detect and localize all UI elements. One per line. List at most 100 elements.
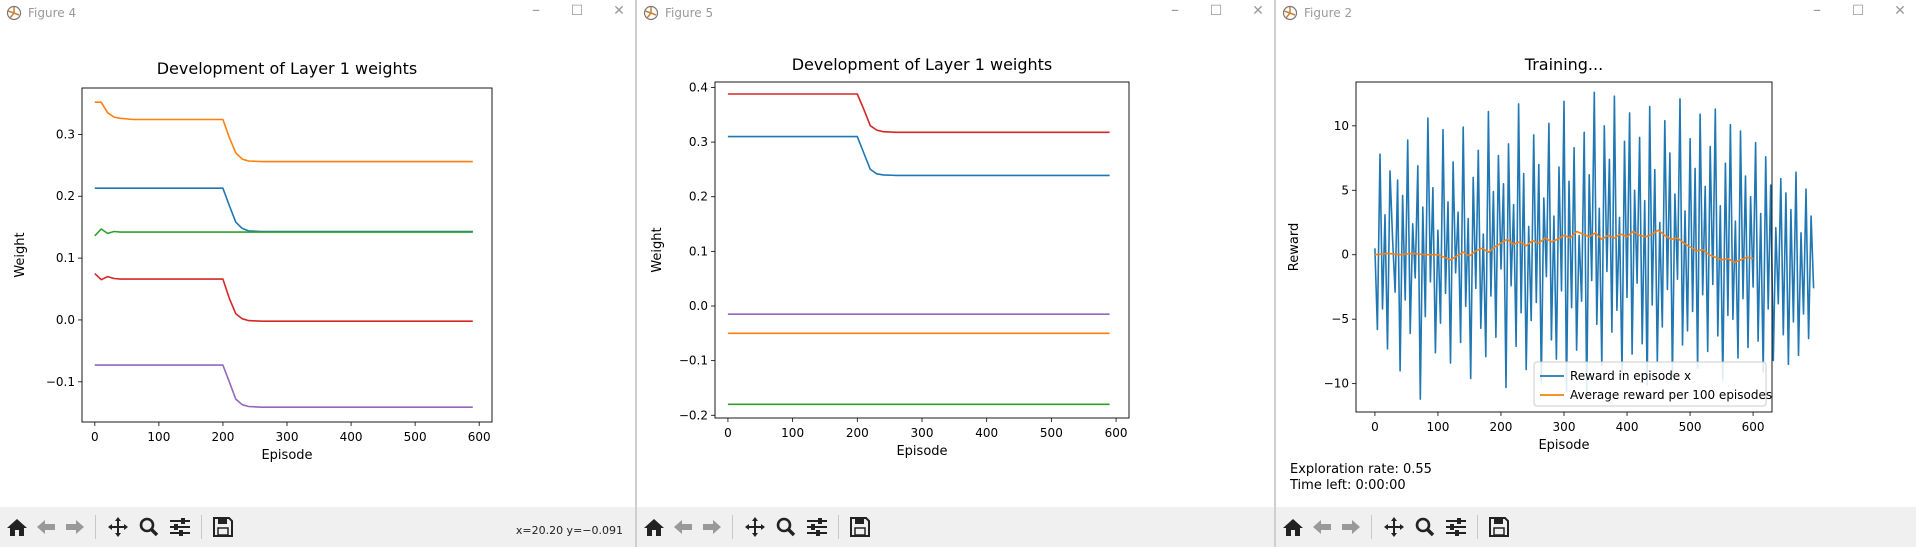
figure-window-1: Figure 4 – ☐ ✕ Development of Layer 1 we…	[0, 0, 635, 547]
y-tick-label: −5	[1331, 312, 1349, 326]
window-titlebar[interactable]: Figure 2 – ☐ ✕	[1276, 0, 1916, 26]
series-line-2	[1374, 229, 1754, 264]
x-tick-label: 0	[724, 426, 732, 440]
home-icon[interactable]	[1280, 515, 1306, 539]
chart-title: Development of Layer 1 weights	[157, 59, 418, 78]
toolbar-separator	[838, 515, 839, 539]
y-tick-label: 0.0	[689, 299, 708, 313]
window-titlebar[interactable]: Figure 4 – ☐ ✕	[0, 0, 635, 26]
maximize-icon[interactable]: ☐	[1209, 3, 1223, 19]
home-icon[interactable]	[641, 515, 667, 539]
figure-toolbar	[637, 507, 1274, 547]
series-line-1	[94, 187, 473, 233]
y-tick-label: 0.0	[56, 313, 75, 327]
toolbar-separator	[201, 515, 202, 539]
y-tick-label: 0.3	[689, 135, 708, 149]
zoom-icon[interactable]	[1412, 515, 1438, 539]
series-line-5	[94, 364, 473, 409]
window-title: Figure 2	[1304, 6, 1353, 20]
minimize-icon[interactable]: –	[1813, 0, 1821, 19]
x-tick-label: 100	[147, 430, 170, 444]
x-tick-label: 300	[911, 426, 934, 440]
figure-4-plot: Development of Layer 1 weights Episode Wei…	[13, 59, 493, 463]
pan-icon[interactable]	[1381, 515, 1407, 539]
y-tick-label: 0	[1341, 248, 1349, 262]
toolbar-separator	[1371, 515, 1372, 539]
y-tick-label: 0.1	[689, 244, 708, 258]
series-line-1	[727, 93, 1110, 134]
time-left: Time left: 0:00:00	[1290, 478, 1406, 493]
zoom-icon[interactable]	[136, 515, 162, 539]
x-axis-label: Episode	[1538, 438, 1589, 453]
configure-subplots-icon[interactable]	[167, 515, 193, 539]
figure-window-3: Figure 2 – ☐ ✕ Training... Episode Reward 0…	[1276, 0, 1916, 547]
back-arrow-icon[interactable]	[670, 515, 696, 539]
configure-subplots-icon[interactable]	[804, 515, 830, 539]
save-icon[interactable]	[1486, 515, 1512, 539]
x-tick-label: 400	[340, 430, 363, 444]
home-icon[interactable]	[4, 515, 30, 539]
y-tick-label: 0.2	[689, 190, 708, 204]
figure-5-plot: Development of Layer 1 weights Episode Wei…	[650, 55, 1130, 459]
forward-arrow-icon[interactable]	[62, 515, 88, 539]
x-tick-label: 400	[975, 426, 998, 440]
chart-title: Training...	[1524, 55, 1603, 74]
window-titlebar[interactable]: Figure 5 – ☐ ✕	[637, 0, 1274, 26]
close-icon[interactable]: ✕	[613, 3, 625, 19]
cursor-coordinates: x=20.20 y=−0.091	[515, 524, 623, 537]
close-icon[interactable]: ✕	[1894, 3, 1906, 19]
x-axis-label: Episode	[896, 444, 947, 459]
save-icon[interactable]	[210, 515, 236, 539]
x-tick-label: 500	[1040, 426, 1063, 440]
x-tick-label: 600	[468, 430, 491, 444]
close-icon[interactable]: ✕	[1252, 3, 1264, 19]
forward-arrow-icon[interactable]	[1338, 515, 1364, 539]
window-title: Figure 4	[28, 6, 77, 20]
chart-title: Development of Layer 1 weights	[792, 55, 1053, 74]
window-title: Figure 5	[665, 6, 714, 20]
forward-arrow-icon[interactable]	[699, 515, 725, 539]
axes-frame	[1355, 81, 1773, 413]
x-tick-label: 300	[276, 430, 299, 444]
matplotlib-logo-icon	[1282, 5, 1298, 21]
x-tick-label: 200	[1490, 420, 1513, 434]
minimize-icon[interactable]: –	[1171, 0, 1179, 19]
y-tick-label: −0.1	[679, 354, 708, 368]
x-tick-label: 600	[1105, 426, 1128, 440]
x-tick-label: 100	[781, 426, 804, 440]
y-tick-label: −0.2	[679, 408, 708, 422]
back-arrow-icon[interactable]	[1309, 515, 1335, 539]
pan-icon[interactable]	[742, 515, 768, 539]
figure-toolbar	[1276, 507, 1916, 547]
pan-icon[interactable]	[105, 515, 131, 539]
figure-toolbar: x=20.20 y=−0.091	[0, 507, 635, 547]
y-tick-label: −0.1	[46, 375, 75, 389]
matplotlib-logo-icon	[643, 5, 659, 21]
save-icon[interactable]	[847, 515, 873, 539]
series-line-2	[727, 135, 1110, 177]
maximize-icon[interactable]: ☐	[1851, 3, 1865, 19]
x-tick-label: 400	[1616, 420, 1639, 434]
y-axis-label: Reward	[1287, 223, 1302, 271]
x-tick-label: 600	[1742, 420, 1765, 434]
series-line-1	[1374, 91, 1815, 400]
series-line-2	[94, 101, 473, 163]
axes-frame	[81, 87, 493, 423]
matplotlib-logo-icon	[6, 5, 22, 21]
x-tick-label: 500	[1679, 420, 1702, 434]
zoom-icon[interactable]	[773, 515, 799, 539]
exploration-rate: Exploration rate: 0.55	[1290, 462, 1432, 477]
y-tick-label: 0.3	[56, 127, 75, 141]
y-tick-label: 5	[1341, 183, 1349, 197]
minimize-icon[interactable]: –	[532, 0, 540, 19]
y-tick-label: 0.1	[56, 251, 75, 265]
legend-entry-2: Average reward per 100 episodes	[1570, 388, 1772, 402]
back-arrow-icon[interactable]	[33, 515, 59, 539]
figure-window-2: Figure 5 – ☐ ✕ Development of Layer 1 we…	[637, 0, 1274, 547]
configure-subplots-icon[interactable]	[1443, 515, 1469, 539]
maximize-icon[interactable]: ☐	[570, 3, 584, 19]
x-tick-label: 100	[1426, 420, 1449, 434]
axes-frame	[714, 81, 1130, 419]
x-tick-label: 200	[846, 426, 869, 440]
